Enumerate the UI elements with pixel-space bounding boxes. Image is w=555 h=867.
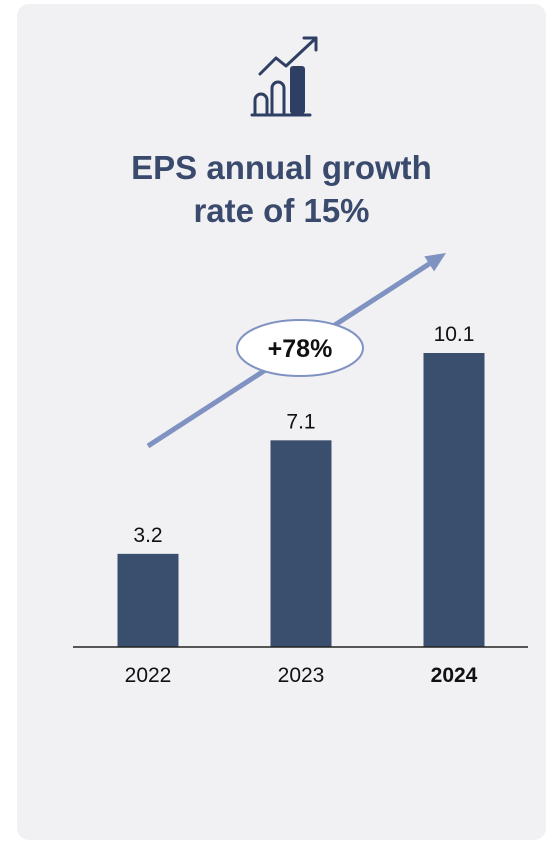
bar-2023	[270, 440, 332, 647]
chart-title: EPS annual growth rate of 15%	[17, 146, 546, 232]
growth-arrow-head	[424, 253, 446, 272]
data-label-2024: 10.1	[434, 323, 475, 346]
growth-bar-chart-icon	[250, 36, 318, 117]
x-tick-2023: 2023	[278, 664, 325, 687]
growth-label-bubble	[236, 319, 364, 377]
growth-label: +78%	[268, 335, 333, 363]
data-label-2022: 3.2	[133, 524, 162, 547]
title-line-2: rate of 15%	[193, 192, 370, 229]
data-label-2023: 7.1	[286, 410, 315, 433]
x-tick-2024: 2024	[431, 664, 478, 687]
title-line-1: EPS annual growth	[131, 149, 432, 186]
x-tick-2022: 2022	[125, 664, 172, 687]
bar-2024	[423, 353, 485, 647]
bar-2022	[117, 553, 179, 647]
